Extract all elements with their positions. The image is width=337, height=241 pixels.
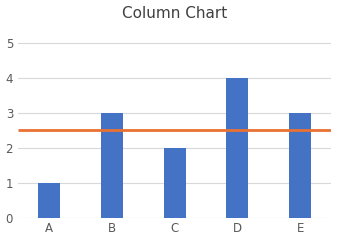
Bar [101,113,123,218]
Title: Column Chart: Column Chart [122,6,227,20]
Bar [226,78,248,218]
Bar [164,148,186,218]
Bar [38,183,60,218]
Bar [289,113,311,218]
